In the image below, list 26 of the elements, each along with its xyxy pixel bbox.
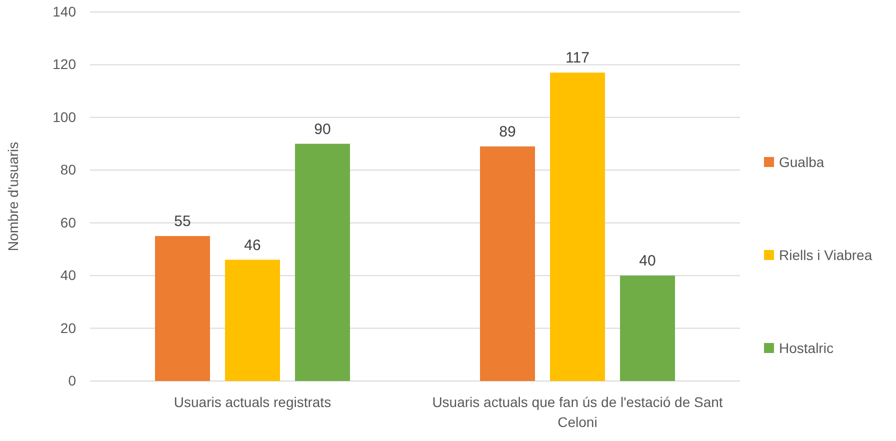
y-tick-label: 40 bbox=[60, 267, 76, 284]
y-tick-label: 100 bbox=[52, 108, 76, 125]
bar bbox=[155, 236, 210, 381]
data-label: 90 bbox=[314, 120, 331, 138]
bar bbox=[225, 260, 280, 381]
legend-label: Riells i Viabrea bbox=[779, 247, 872, 263]
x-tick-label: Usuaris actuals que fan ús de l'estació de Sant Celoni bbox=[432, 394, 723, 430]
bar bbox=[295, 144, 350, 381]
y-tick-label: 20 bbox=[60, 320, 76, 336]
y-tick-label: 80 bbox=[60, 162, 76, 178]
data-label: 40 bbox=[639, 252, 656, 270]
y-tick-label: 0 bbox=[68, 372, 76, 388]
y-tick-label: 140 bbox=[52, 3, 76, 20]
legend-label: Gualba bbox=[779, 154, 824, 170]
data-label: 55 bbox=[174, 213, 191, 230]
data-label: 89 bbox=[499, 123, 516, 140]
bar bbox=[480, 146, 535, 381]
y-tick-label: 60 bbox=[60, 214, 76, 230]
y-axis-title: Nombre d'usuaris bbox=[5, 142, 21, 252]
data-label: 46 bbox=[244, 236, 261, 254]
y-tick-label: 120 bbox=[52, 56, 76, 72]
bar bbox=[620, 276, 675, 381]
data-label: 117 bbox=[566, 50, 590, 67]
bar bbox=[550, 72, 605, 381]
x-tick-label: Usuaris actuals registrats bbox=[174, 394, 332, 410]
legend-label: Hostalric bbox=[779, 340, 834, 356]
